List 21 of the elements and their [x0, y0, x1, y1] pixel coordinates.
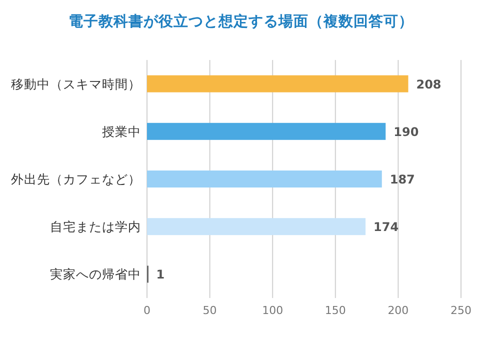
- bar: [147, 170, 382, 188]
- data-label: 190: [394, 124, 419, 139]
- x-tick-label: 250: [450, 304, 472, 317]
- x-tick-label: 0: [144, 304, 150, 317]
- chart-title: 電子教科書が役立つと想定する場面（複数回答可）: [68, 12, 414, 30]
- data-label: 208: [416, 77, 442, 92]
- y-tick-label: 授業中: [102, 124, 141, 139]
- x-tick-label: 200: [388, 304, 409, 317]
- data-label: 1: [156, 268, 165, 282]
- y-tick-label: 外出先（カフェなど）: [11, 172, 141, 186]
- bar: [147, 75, 408, 92]
- x-tick-label: 50: [202, 304, 217, 317]
- bar: [147, 218, 366, 236]
- y-tick-label: 移動中（スキマ時間）: [11, 76, 141, 92]
- bar: [147, 122, 386, 140]
- data-label: 174: [374, 220, 399, 234]
- y-tick-label: 自宅または学内: [50, 219, 141, 234]
- data-label: 187: [390, 172, 415, 186]
- x-tick-label: 150: [324, 304, 346, 317]
- y-tick-label: 実家への帰省中: [50, 266, 141, 282]
- x-tick-label: 100: [262, 304, 284, 317]
